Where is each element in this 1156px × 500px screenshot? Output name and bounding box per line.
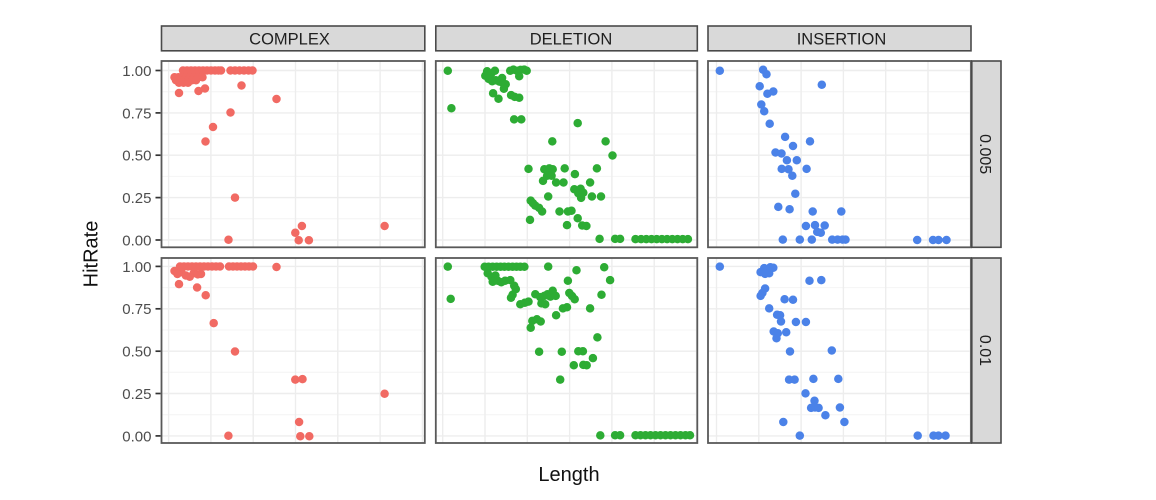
svg-text:1.00: 1.00	[122, 63, 151, 80]
svg-text:COMPLEX: COMPLEX	[249, 31, 330, 49]
svg-text:0.00: 0.00	[122, 232, 151, 249]
svg-text:0.01: 0.01	[976, 335, 993, 366]
svg-text:INSERTION: INSERTION	[797, 31, 887, 49]
svg-text:0.25: 0.25	[122, 190, 151, 207]
svg-text:0.75: 0.75	[122, 105, 151, 122]
svg-text:0.50: 0.50	[122, 344, 151, 361]
svg-text:1.00: 1.00	[122, 259, 151, 276]
svg-text:0.75: 0.75	[122, 301, 151, 318]
svg-text:0.50: 0.50	[122, 148, 151, 165]
svg-text:0.00: 0.00	[122, 428, 151, 445]
svg-text:HitRate: HitRate	[81, 221, 103, 288]
svg-text:0.25: 0.25	[122, 386, 151, 403]
svg-text:Length: Length	[538, 464, 599, 486]
svg-text:DELETION: DELETION	[530, 31, 613, 49]
svg-text:0.005: 0.005	[976, 134, 993, 174]
